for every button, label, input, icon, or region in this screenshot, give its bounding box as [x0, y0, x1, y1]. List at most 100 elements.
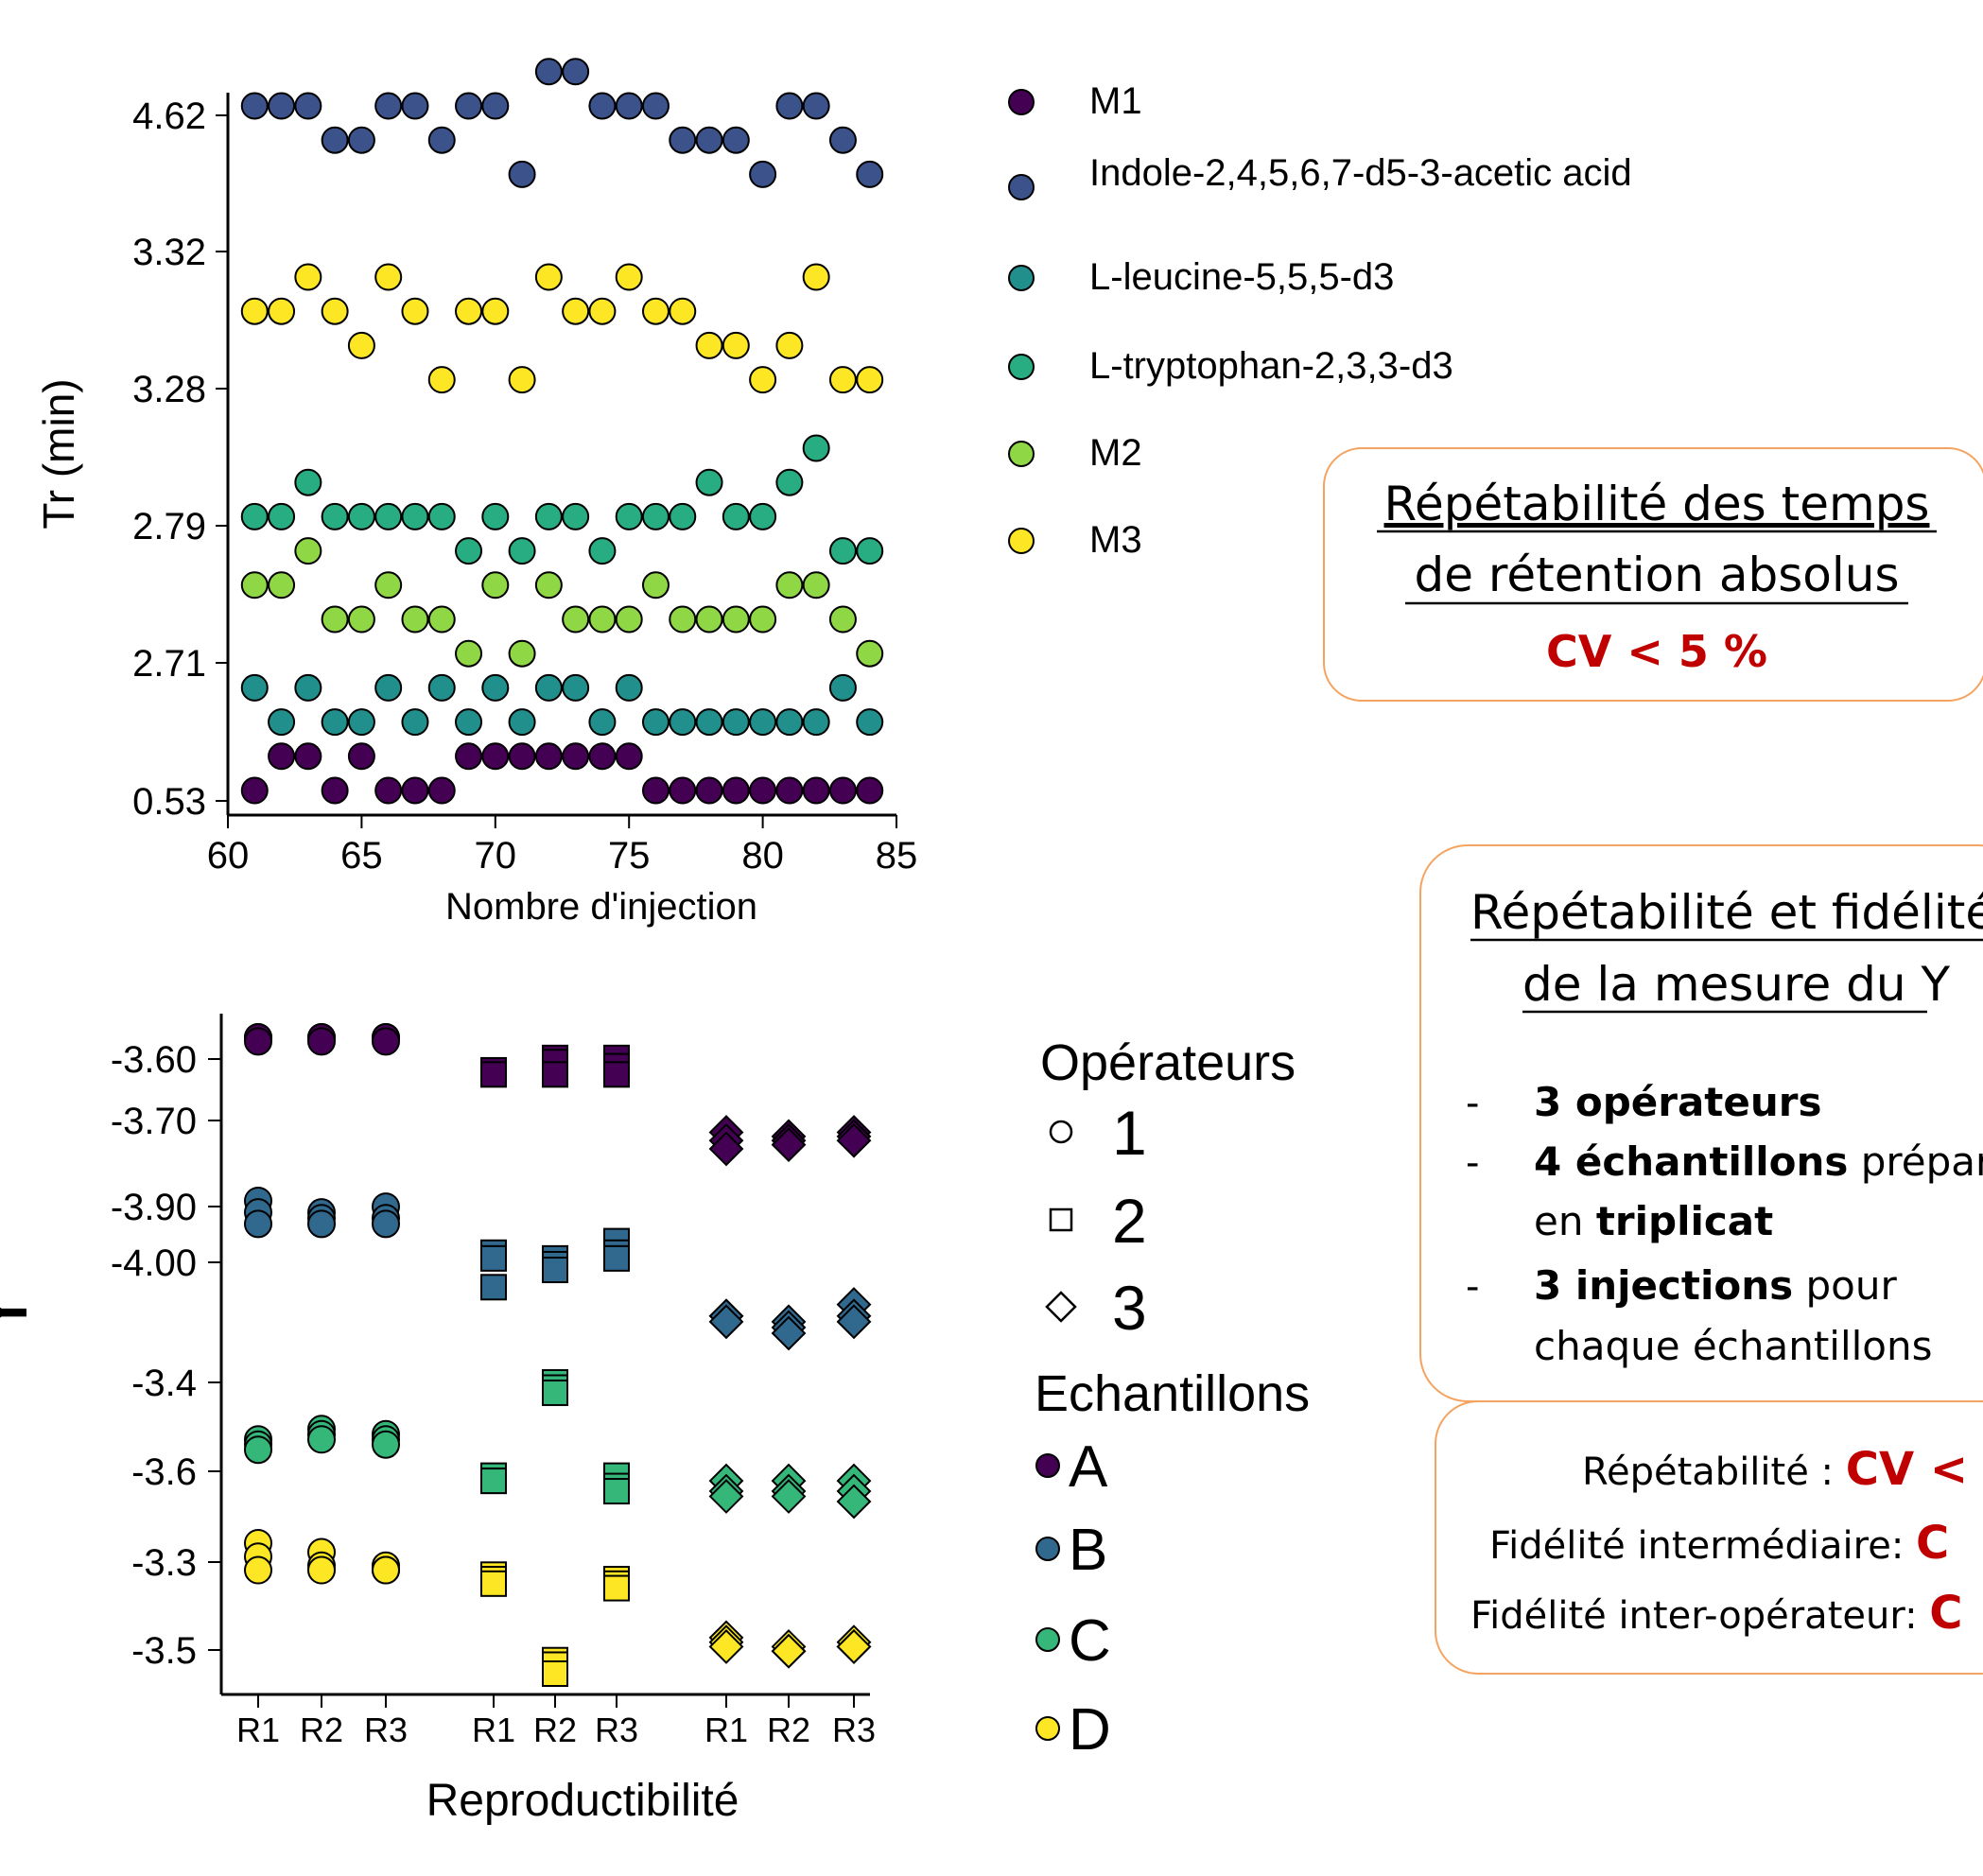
bullet-1: 3 opérateurs — [1534, 1079, 1821, 1125]
data-point-l-tryptophan-2-3-3-d3 — [802, 434, 830, 462]
data-point-m1 — [268, 742, 296, 771]
legend-shape-diamond — [1045, 1291, 1077, 1323]
data-point-l-tryptophan-2-3-3-d3 — [240, 502, 269, 530]
y-tick-label: 0.53 — [132, 781, 206, 823]
data-point-m1 — [534, 742, 563, 771]
data-point-c-op1 — [307, 1425, 336, 1454]
data-point-m2 — [455, 639, 483, 668]
data-point-m3 — [802, 263, 830, 291]
data-point-m1 — [240, 776, 269, 805]
data-point-m3 — [508, 366, 536, 394]
x-tick-label: R2 — [533, 1711, 577, 1749]
data-point-l-tryptophan-2-3-3-d3 — [294, 468, 322, 496]
legend-shape-circle — [1049, 1120, 1073, 1144]
y-tick-label: -3.70 — [111, 1101, 197, 1142]
legend-color-label: D — [1069, 1697, 1111, 1763]
y-tick-label: 3.32 — [132, 232, 206, 273]
data-point-c-op2 — [542, 1379, 568, 1406]
x-tick-label: 80 — [741, 835, 784, 877]
data-point-a-op1 — [307, 1027, 336, 1056]
data-point-c-op3 — [708, 1479, 744, 1514]
data-point-m2 — [321, 605, 349, 634]
box-title-line2: de la mesure du Y — [1522, 957, 1950, 1012]
data-point-m2 — [828, 605, 857, 634]
data-point-m3 — [401, 297, 429, 325]
data-point-l-tryptophan-2-3-3-d3 — [481, 502, 510, 530]
data-point-m3 — [240, 297, 269, 325]
box-border — [1323, 447, 1983, 702]
legend-label: L-leucine-5,5,5-d3 — [1089, 256, 1394, 298]
legend-label: M1 — [1089, 80, 1142, 122]
legend-swatch — [1008, 354, 1035, 380]
data-point-m3 — [534, 263, 563, 291]
data-point-indole-2-4-5-6-7-d5-3-acetic-acid — [374, 92, 403, 120]
legend-shape-label: 3 — [1112, 1273, 1147, 1343]
data-point-d-op3 — [836, 1629, 872, 1664]
data-point-m1 — [695, 776, 723, 805]
data-point-indole-2-4-5-6-7-d5-3-acetic-acid — [268, 92, 296, 120]
data-point-d-op1 — [307, 1555, 336, 1585]
data-point-m1 — [749, 776, 777, 805]
data-point-m3 — [427, 366, 456, 394]
y-axis-label: Tr (min) — [34, 378, 83, 529]
x-tick-label: R2 — [300, 1711, 343, 1749]
x-tick-label: R3 — [595, 1711, 638, 1749]
y-tick-label: -3.5 — [131, 1630, 197, 1672]
data-point-l-tryptophan-2-3-3-d3 — [722, 502, 750, 530]
y-tick-label: -3.3 — [131, 1542, 197, 1584]
data-point-indole-2-4-5-6-7-d5-3-acetic-acid — [615, 92, 643, 120]
legend-color-swatch — [1035, 1627, 1060, 1652]
data-point-b-op3 — [708, 1304, 744, 1340]
data-point-indole-2-4-5-6-7-d5-3-acetic-acid — [321, 126, 349, 154]
data-point-m3 — [828, 366, 857, 394]
data-point-m2 — [268, 571, 296, 599]
data-point-indole-2-4-5-6-7-d5-3-acetic-acid — [695, 126, 723, 154]
data-point-indole-2-4-5-6-7-d5-3-acetic-acid — [427, 126, 456, 154]
y-tick-label: 3.28 — [132, 369, 206, 410]
data-point-m2 — [374, 571, 403, 599]
x-tick-label: 85 — [876, 835, 918, 877]
data-point-m1 — [562, 742, 590, 771]
data-point-m3 — [562, 297, 590, 325]
y-tick-label: 2.71 — [132, 643, 206, 685]
data-point-indole-2-4-5-6-7-d5-3-acetic-acid — [641, 92, 670, 120]
data-point-l-leucine-5-5-5-d3 — [508, 708, 536, 737]
data-point-l-tryptophan-2-3-3-d3 — [856, 537, 884, 565]
x-tick-label: 70 — [475, 835, 517, 877]
data-point-l-leucine-5-5-5-d3 — [240, 673, 269, 702]
data-point-a-op1 — [372, 1027, 400, 1056]
data-point-l-leucine-5-5-5-d3 — [534, 673, 563, 702]
data-point-m1 — [401, 776, 429, 805]
data-point-m3 — [669, 297, 697, 325]
box-title-line2: de rétention absolus — [1415, 547, 1900, 602]
data-point-l-leucine-5-5-5-d3 — [588, 708, 617, 737]
box-title-line1: Répétabilité et fidélité — [1470, 885, 1983, 940]
data-point-indole-2-4-5-6-7-d5-3-acetic-acid — [562, 58, 590, 86]
data-point-m1 — [508, 742, 536, 771]
data-point-indole-2-4-5-6-7-d5-3-acetic-acid — [294, 92, 322, 120]
data-point-indole-2-4-5-6-7-d5-3-acetic-acid — [347, 126, 375, 154]
data-point-l-tryptophan-2-3-3-d3 — [641, 502, 670, 530]
data-point-m2 — [427, 605, 456, 634]
retention-criteria-box: Répétabilité des temps de rétention abso… — [1323, 447, 1983, 702]
data-point-m1 — [802, 776, 830, 805]
y-axis-label: Y — [0, 1283, 45, 1341]
data-point-l-tryptophan-2-3-3-d3 — [455, 537, 483, 565]
bullet-3: 3 injections pour — [1534, 1262, 1897, 1309]
data-point-indole-2-4-5-6-7-d5-3-acetic-acid — [722, 126, 750, 154]
data-point-m2 — [588, 605, 617, 634]
data-point-l-leucine-5-5-5-d3 — [401, 708, 429, 737]
legend-shape-label: 2 — [1112, 1186, 1147, 1256]
data-point-m3 — [481, 297, 510, 325]
legend-shape-title: Opérateurs — [1040, 1034, 1296, 1091]
data-point-b-op1 — [372, 1209, 400, 1239]
fidelity-description-box: Répétabilité et fidélité de la mesure du… — [1419, 844, 1983, 1402]
data-point-c-op2 — [603, 1478, 630, 1505]
data-point-m2 — [508, 639, 536, 668]
legend-label: M3 — [1089, 519, 1142, 561]
data-point-m1 — [641, 776, 670, 805]
criterion-value: CV < 5 % — [1546, 626, 1767, 677]
data-point-m2 — [240, 571, 269, 599]
x-tick-label: R1 — [236, 1711, 280, 1749]
data-point-l-leucine-5-5-5-d3 — [669, 708, 697, 737]
